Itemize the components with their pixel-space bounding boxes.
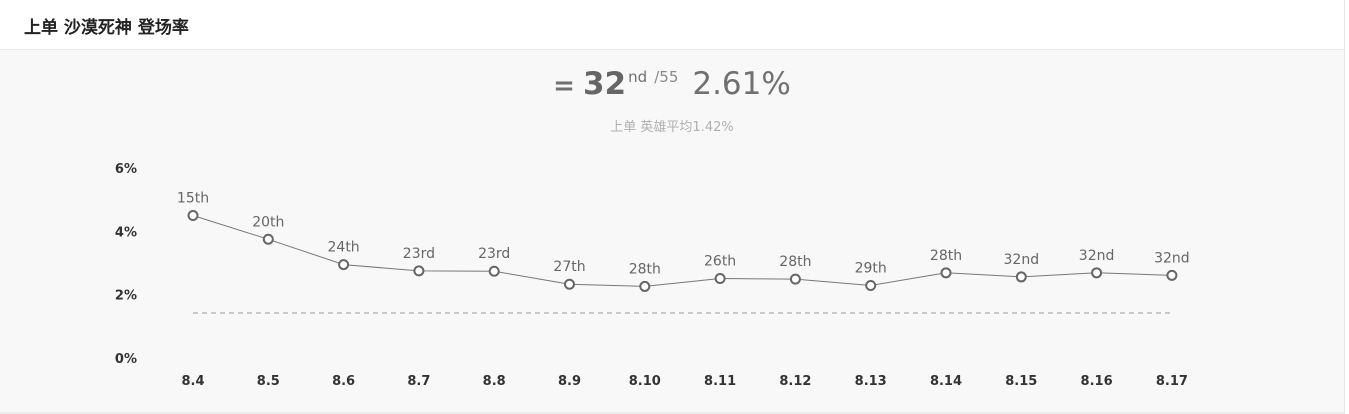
- data-label: 24th: [328, 240, 360, 256]
- data-point: [488, 265, 500, 277]
- pick-rate: 2.61%: [692, 66, 791, 102]
- data-label: 28th: [930, 248, 962, 264]
- data-label: 29th: [855, 260, 887, 276]
- header-bar: 上单 沙漠死神 登场率: [0, 0, 1344, 50]
- data-point: [639, 280, 651, 292]
- page-title: 上单 沙漠死神 登场率: [24, 18, 189, 38]
- rank-suffix: nd: [628, 68, 648, 86]
- data-point: [940, 267, 952, 279]
- data-point: [1015, 271, 1027, 283]
- data-label: 28th: [629, 261, 661, 277]
- average-rate-text: 上单 英雄平均1.42%: [610, 120, 734, 135]
- x-tick-label: 8.15: [1005, 374, 1037, 389]
- data-point: [789, 273, 801, 285]
- x-tick-label: 8.9: [558, 374, 581, 389]
- data-label: 32nd: [1154, 250, 1190, 266]
- data-label: 28th: [779, 254, 811, 270]
- x-tick-label: 8.7: [407, 374, 430, 389]
- data-point: [187, 210, 199, 221]
- y-tick-label: 6%: [115, 162, 137, 177]
- x-tick-label: 8.16: [1081, 374, 1113, 389]
- data-point: [338, 259, 350, 271]
- data-point: [262, 233, 274, 245]
- x-tick-label: 8.4: [181, 374, 204, 389]
- rank-number: 32: [582, 66, 627, 102]
- y-tick-label: 0%: [115, 352, 137, 367]
- data-point: [1166, 269, 1178, 281]
- data-label: 26th: [704, 254, 736, 270]
- trend-equal-icon: =: [553, 71, 575, 101]
- data-point: [564, 278, 575, 290]
- data-label: 23rd: [403, 246, 435, 262]
- x-tick-label: 8.17: [1156, 374, 1188, 389]
- x-tick-label: 8.5: [257, 374, 280, 389]
- data-label: 32nd: [1004, 252, 1040, 268]
- x-tick-label: 8.11: [704, 374, 736, 389]
- data-label: 32nd: [1079, 248, 1115, 264]
- data-point: [1091, 267, 1103, 279]
- data-point: [413, 265, 425, 277]
- x-tick-label: 8.8: [483, 374, 506, 389]
- y-tick-label: 2%: [115, 289, 137, 304]
- series-line: [192, 215, 1172, 287]
- y-tick-label: 4%: [115, 225, 137, 240]
- x-tick-label: 8.10: [629, 374, 661, 389]
- x-tick-label: 8.14: [930, 374, 962, 389]
- right-divider: [1344, 0, 1345, 414]
- data-label: 15th: [177, 191, 209, 207]
- data-label: 27th: [553, 259, 585, 275]
- data-label: 20th: [252, 214, 284, 230]
- x-tick-label: 8.13: [855, 374, 887, 389]
- data-label: 23rd: [478, 246, 510, 262]
- chart-panel: [0, 50, 1344, 412]
- x-tick-label: 8.6: [332, 374, 355, 389]
- bottom-divider: [0, 412, 1344, 414]
- data-point: [865, 279, 877, 291]
- x-tick-label: 8.12: [779, 374, 811, 389]
- data-point: [714, 273, 726, 285]
- rank-total: /55: [654, 68, 679, 86]
